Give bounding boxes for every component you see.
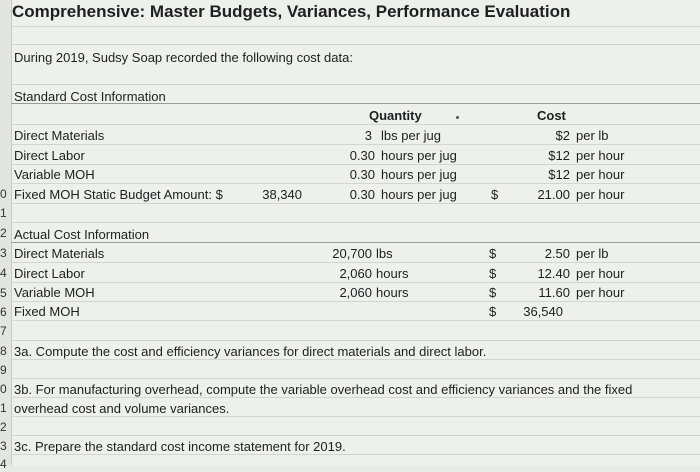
question-3c: 3c. Prepare the standard cost income sta…	[14, 439, 346, 454]
col-quantity-header: Quantity	[369, 108, 422, 123]
act-label: Direct Labor	[14, 266, 85, 281]
act-cost: 12.40	[537, 266, 570, 281]
std-qty: 0.30	[349, 187, 375, 202]
std-label: Variable MOH	[14, 167, 95, 182]
row-number: 4	[0, 457, 7, 471]
act-cost: 11.60	[538, 285, 570, 300]
act-qty: 20,700	[332, 246, 372, 261]
act-cost-symbol: $	[489, 285, 497, 300]
standard-heading: Standard Cost Information	[14, 89, 166, 104]
row-number: 1	[0, 401, 7, 415]
row-number: 4	[0, 266, 7, 280]
act-qty: 2,060	[339, 285, 372, 300]
std-label: Direct Materials	[14, 128, 105, 143]
act-cost-symbol: $	[489, 266, 497, 281]
act-cost-unit: per hour	[576, 285, 625, 300]
std-qty-unit: lbs per jug	[381, 128, 441, 143]
act-label: Fixed MOH	[14, 304, 80, 319]
act-qty-unit: hours	[376, 266, 409, 281]
question-3a: 3a. Compute the cost and efficiency vari…	[14, 344, 487, 359]
row-number: 5	[0, 286, 7, 300]
act-cost-unit: per lb	[576, 246, 609, 261]
question-3b-line1: 3b. For manufacturing overhead, compute …	[14, 382, 633, 397]
std-cost: $12	[548, 148, 570, 163]
std-label: Direct Labor	[14, 148, 85, 163]
row-number: 7	[0, 324, 7, 338]
act-qty: 2,060	[339, 266, 372, 281]
act-cost: 2.50	[544, 246, 570, 261]
std-qty: 0.30	[349, 148, 375, 163]
page-title: Comprehensive: Master Budgets, Variances…	[12, 2, 571, 21]
fixed-moh-budget-amount: 38,340	[262, 187, 302, 202]
std-cost-unit: per hour	[576, 167, 625, 182]
row-number: 2	[0, 226, 7, 240]
std-qty-unit: hours per jug	[381, 187, 457, 202]
row-number: 8	[0, 344, 7, 358]
actual-heading: Actual Cost Information	[14, 227, 150, 242]
std-cost-unit: per hour	[576, 148, 625, 163]
std-cost: 21.00	[537, 187, 570, 202]
row-number: 0	[0, 187, 7, 201]
act-cost-unit: per hour	[576, 266, 625, 281]
act-cost-symbol: $	[489, 246, 497, 261]
std-cost: $2	[555, 128, 570, 143]
act-cost: 36,540	[523, 304, 563, 319]
cell-marker-icon	[456, 116, 459, 119]
act-qty-unit: lbs	[376, 246, 393, 261]
row-number: 3	[0, 439, 7, 453]
std-label: Fixed MOH Static Budget Amount: $	[14, 187, 223, 202]
std-cost: $12	[548, 167, 570, 182]
act-cost-symbol: $	[489, 304, 497, 319]
std-cost-symbol: $	[491, 187, 499, 202]
std-qty-unit: hours per jug	[381, 167, 457, 182]
row-number: 6	[0, 305, 7, 319]
std-qty: 0.30	[349, 167, 375, 182]
std-qty: 3	[364, 128, 372, 143]
row-number: 9	[0, 363, 7, 377]
row-number: 3	[0, 246, 7, 260]
act-label: Direct Materials	[14, 246, 105, 261]
act-qty-unit: hours	[376, 285, 409, 300]
question-3b-line2: overhead cost and volume variances.	[14, 401, 230, 416]
std-cost-unit: per lb	[576, 128, 609, 143]
row-number: 0	[0, 382, 7, 396]
row-number: 2	[0, 420, 7, 434]
act-label: Variable MOH	[14, 285, 95, 300]
col-cost-header: Cost	[537, 108, 566, 123]
std-qty-unit: hours per jug	[381, 148, 457, 163]
row-header-gutter	[0, 0, 12, 465]
intro-text: During 2019, Sudsy Soap recorded the fol…	[14, 50, 353, 65]
row-number: 1	[0, 206, 7, 220]
std-cost-unit: per hour	[576, 187, 625, 202]
